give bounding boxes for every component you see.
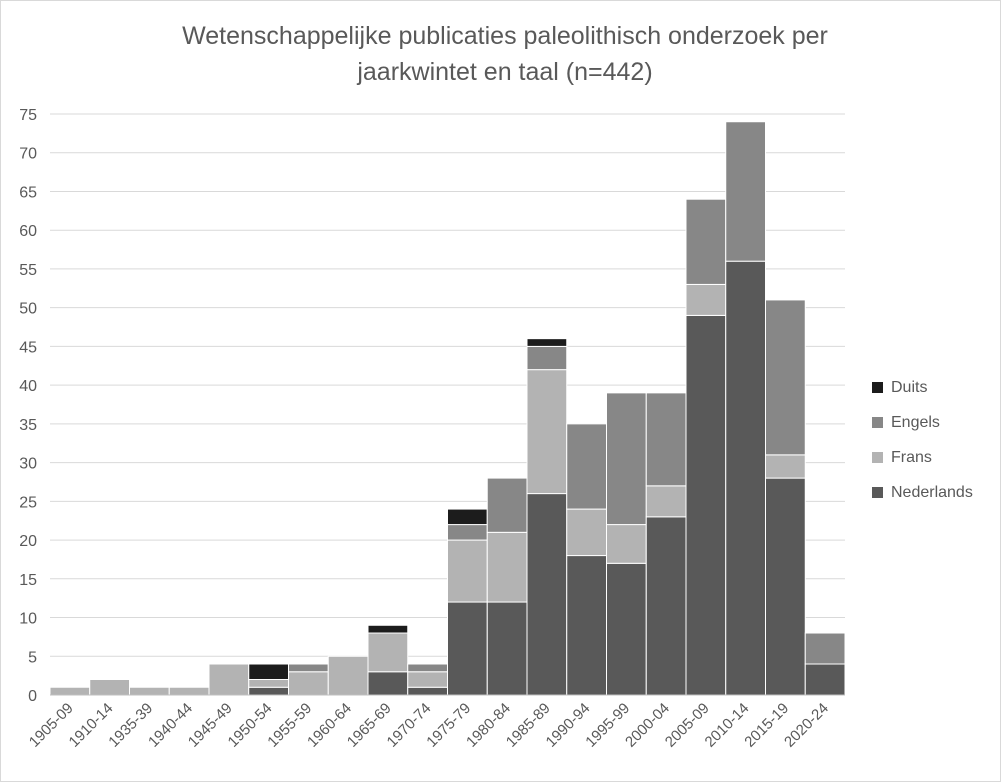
bar-segment-frans-2005-09 — [685, 283, 727, 316]
y-tick-label: 40 — [19, 378, 37, 395]
legend-label: Frans — [891, 448, 932, 466]
bar-segment-engels-1980-84 — [486, 477, 528, 533]
y-tick-label: 0 — [28, 688, 37, 705]
bar-segment-engels-2005-09 — [685, 198, 727, 285]
y-tick-label: 55 — [19, 262, 37, 279]
bar-segment-frans-2000-04 — [645, 485, 687, 518]
bar-segment-frans-1955-59 — [288, 671, 329, 696]
bar-segment-duits-1950-54 — [248, 663, 289, 681]
bar-segment-duits-1965-69 — [367, 624, 409, 634]
bar-segment-nederlands-1950-54 — [248, 686, 289, 696]
y-tick-label: 60 — [19, 223, 37, 240]
bar-segment-frans-1980-84 — [486, 531, 528, 603]
y-tick-label: 50 — [19, 301, 37, 318]
legend-swatch — [872, 417, 883, 428]
legend-item-engels: Engels — [872, 405, 973, 440]
bar-segment-engels-1990-94 — [566, 423, 607, 510]
y-tick-label: 25 — [19, 494, 37, 511]
legend-swatch — [872, 382, 883, 393]
legend-label: Nederlands — [891, 483, 973, 501]
bar-segment-frans-1995-99 — [606, 524, 647, 564]
legend: Duits Engels Frans Nederlands — [872, 370, 973, 510]
bar-segment-duits-1975-79 — [447, 508, 488, 526]
bar-segment-frans-1945-49 — [208, 663, 250, 696]
bar-segment-frans-1950-54 — [248, 679, 289, 688]
bar-segment-nederlands-2020-24 — [804, 663, 846, 696]
bar-segment-frans-1965-69 — [367, 632, 409, 673]
bar-segment-frans-1970-74 — [407, 671, 448, 688]
y-tick-label: 30 — [19, 456, 37, 473]
bar-segment-nederlands-2015-19 — [765, 477, 806, 696]
bar-segment-frans-1985-89 — [526, 369, 568, 495]
chart-title: Wetenschappelijke publicaties paleolithi… — [100, 18, 910, 90]
y-tick-label: 75 — [19, 107, 37, 124]
legend-swatch — [872, 452, 883, 463]
bar-segment-engels-1985-89 — [526, 345, 568, 371]
bar-segment-engels-2015-19 — [765, 299, 806, 456]
bar-segment-frans-1910-14 — [89, 679, 130, 696]
bar-segment-frans-1935-39 — [129, 686, 170, 696]
bar-segment-duits-1985-89 — [526, 338, 568, 347]
bar-segment-frans-1975-79 — [447, 539, 488, 603]
y-tick-label: 20 — [19, 533, 37, 550]
bar-segment-frans-1990-94 — [566, 508, 607, 557]
legend-label: Duits — [891, 378, 928, 396]
chart-title-line-1: Wetenschappelijke publicaties paleolithi… — [182, 22, 828, 50]
legend-item-nederlands: Nederlands — [872, 475, 973, 510]
bar-segment-engels-2010-14 — [725, 121, 766, 262]
legend-swatch — [872, 487, 883, 498]
y-tick-label: 35 — [19, 417, 37, 434]
bar-segment-engels-1970-74 — [407, 663, 448, 673]
legend-item-frans: Frans — [872, 440, 973, 475]
bar-segment-nederlands-1965-69 — [367, 671, 409, 696]
legend-item-duits: Duits — [872, 370, 973, 405]
bar-segment-frans-2015-19 — [765, 454, 806, 479]
legend-label: Engels — [891, 413, 940, 431]
bar-segment-nederlands-2000-04 — [645, 516, 687, 696]
bar-segment-engels-1955-59 — [288, 663, 329, 673]
bar-segment-frans-1905-09 — [49, 686, 91, 696]
bar-segment-nederlands-1975-79 — [447, 601, 488, 696]
y-tick-label: 70 — [19, 146, 37, 163]
bar-segment-nederlands-1990-94 — [566, 555, 607, 696]
x-axis-tick-labels: 1905-091910-141935-391940-441945-491950-… — [26, 700, 832, 751]
bar-segment-nederlands-1980-84 — [486, 601, 528, 696]
y-tick-label: 10 — [19, 611, 37, 628]
bar-segment-nederlands-1995-99 — [606, 562, 647, 696]
bar-segment-nederlands-1985-89 — [526, 493, 568, 696]
chart-title-line-2: jaarkwintet en taal (n=442) — [357, 58, 653, 86]
y-tick-label: 65 — [19, 184, 37, 201]
y-tick-label: 45 — [19, 339, 37, 356]
bar-segment-engels-1995-99 — [606, 392, 647, 526]
bar-segment-frans-1960-64 — [327, 655, 369, 696]
y-tick-label: 5 — [28, 649, 37, 666]
bar-segment-nederlands-2010-14 — [725, 260, 766, 696]
y-tick-label: 15 — [19, 572, 37, 589]
bar-segment-nederlands-2005-09 — [685, 314, 727, 696]
bar-segment-frans-1940-44 — [168, 686, 210, 696]
bar-segment-engels-1975-79 — [447, 524, 488, 541]
bar-segment-engels-2020-24 — [804, 632, 846, 665]
bar-segment-nederlands-1970-74 — [407, 686, 448, 696]
x-tick-label: 2020-24 — [781, 700, 832, 751]
bar-segment-engels-2000-04 — [645, 392, 687, 487]
y-axis-tick-labels: 0 5 10 15 20 25 30 35 40 45 50 55 60 65 70 75 — [19, 107, 37, 705]
bars — [49, 121, 846, 696]
